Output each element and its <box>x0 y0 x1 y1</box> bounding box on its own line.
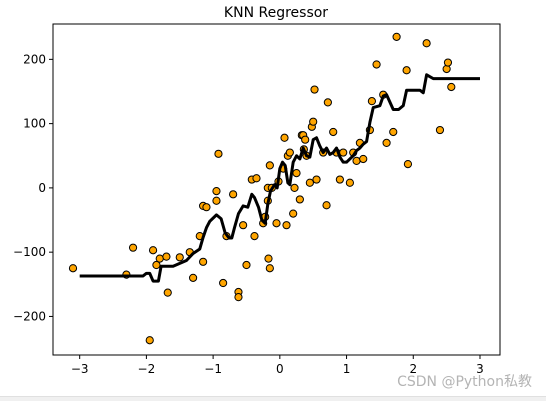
scatter-point <box>322 201 331 210</box>
scatter-point <box>372 60 381 69</box>
scatter-point <box>290 183 299 192</box>
scatter-point <box>239 221 248 230</box>
x-tick-label: 2 <box>409 362 417 376</box>
scatter-point <box>323 98 332 107</box>
scatter-point <box>265 161 274 170</box>
scatter-point <box>68 264 78 273</box>
scatter-point <box>443 58 453 67</box>
scatter-point <box>295 195 304 204</box>
x-tick-label: −2 <box>138 362 156 376</box>
y-tick-label: 100 <box>23 117 46 131</box>
scatter-point <box>312 175 321 184</box>
y-tick-label: 0 <box>38 181 46 195</box>
scatter-point <box>202 203 211 212</box>
scatter-point <box>335 175 344 184</box>
bottom-strip <box>0 396 546 401</box>
scatter-point <box>402 66 411 75</box>
chart-title: KNN Regressor <box>224 5 328 21</box>
scatter-point <box>199 257 208 266</box>
data-layer <box>68 32 480 345</box>
y-tick-label: −200 <box>13 309 46 323</box>
scatter-point <box>292 169 301 178</box>
scatter-point <box>265 264 274 273</box>
scatter-point <box>229 190 238 199</box>
scatter-point <box>163 288 172 297</box>
x-tick-label: 1 <box>343 362 351 376</box>
x-tick-label: −3 <box>71 362 89 376</box>
axes-layer: −3 −2 −1 0 1 2 3 −200 −100 0 100 200 <box>13 52 484 376</box>
scatter-point <box>309 117 318 126</box>
scatter-point <box>148 246 158 255</box>
scatter-point <box>214 149 223 158</box>
scatter-point <box>212 187 221 196</box>
scatter-point <box>367 97 376 106</box>
scatter-point <box>305 178 314 187</box>
scatter-point <box>250 232 259 241</box>
x-tick-label: 3 <box>476 362 484 376</box>
scatter-point <box>212 196 221 205</box>
plot-area <box>53 24 500 355</box>
scatter-point <box>392 32 401 41</box>
scatter-point <box>329 127 338 137</box>
watermark: CSDN @Python私教 <box>397 374 532 390</box>
scatter-point <box>152 260 161 270</box>
scatter-point <box>155 254 164 263</box>
scatter-point <box>282 221 291 230</box>
scatter-point <box>252 174 261 183</box>
scatter-point <box>219 278 228 288</box>
scatter-point <box>435 125 445 135</box>
scatter-point <box>285 148 294 157</box>
scatter-point <box>264 254 273 263</box>
scatter-point <box>289 209 298 218</box>
y-tick-label: −100 <box>13 245 46 259</box>
scatter-point <box>447 82 456 92</box>
scatter-point <box>189 273 198 282</box>
scatter-point <box>403 160 413 169</box>
scatter-point <box>310 85 319 94</box>
scatter-point <box>162 252 171 261</box>
prediction-line <box>79 73 480 283</box>
x-tick-label: −1 <box>204 362 222 376</box>
scatter-point <box>280 133 289 142</box>
scatter-point <box>128 243 138 252</box>
scatter-point <box>382 138 391 147</box>
scatter-point <box>359 154 368 164</box>
scatter-point <box>422 39 431 48</box>
scatter-point <box>234 293 243 302</box>
scatter-point <box>175 253 184 262</box>
scatter-point <box>145 336 154 345</box>
y-tick-label: 200 <box>23 52 46 66</box>
scatter-point <box>352 156 361 165</box>
scatter-point <box>301 135 310 144</box>
scatter-point <box>345 178 354 187</box>
scatter-point <box>389 127 398 137</box>
plot-frame <box>52 23 501 356</box>
scatter-point <box>272 219 281 228</box>
scatter-point <box>242 260 251 270</box>
x-tick-label: 0 <box>276 362 284 376</box>
